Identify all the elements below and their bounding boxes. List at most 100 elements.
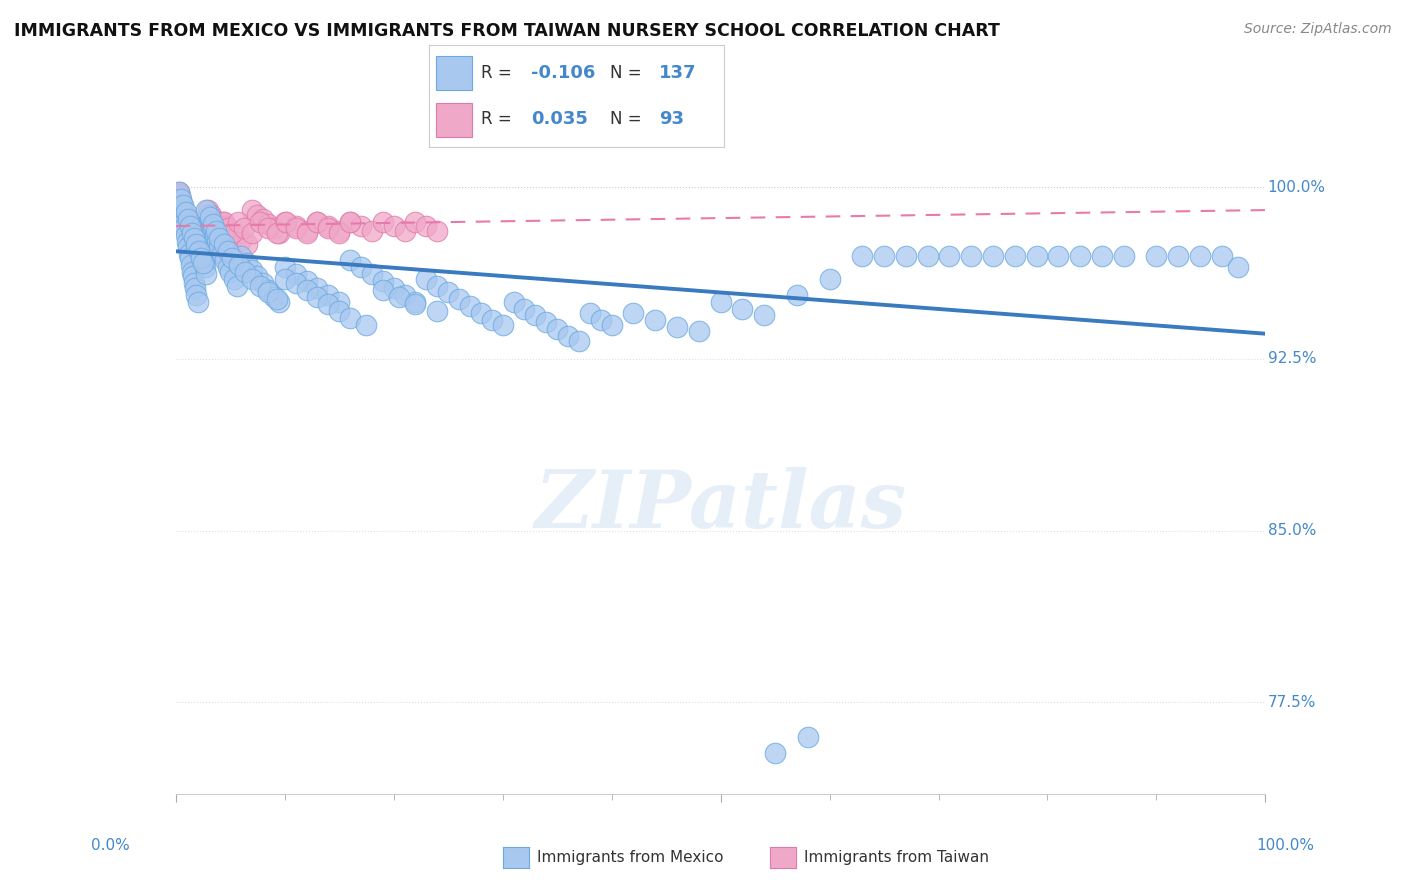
Point	[181, 240, 204, 254]
Point	[1211, 249, 1233, 263]
Point	[557, 329, 579, 343]
Point	[190, 251, 212, 265]
Point	[600, 318, 623, 332]
Text: Immigrants from Taiwan: Immigrants from Taiwan	[804, 850, 990, 864]
Point	[371, 283, 394, 297]
Point	[502, 294, 524, 309]
Text: 100.0%: 100.0%	[1268, 179, 1326, 194]
Point	[225, 278, 247, 293]
Text: N =: N =	[610, 64, 647, 82]
Point	[960, 249, 983, 263]
Point	[1227, 260, 1250, 275]
Point	[257, 285, 280, 300]
Point	[263, 221, 285, 235]
Point	[176, 235, 198, 249]
Point	[458, 299, 481, 313]
Point	[524, 309, 547, 323]
Point	[1189, 249, 1212, 263]
Point	[534, 315, 557, 329]
Point	[350, 219, 373, 233]
Point	[356, 318, 378, 332]
Point	[249, 278, 271, 293]
Point	[186, 237, 208, 252]
Point	[252, 277, 274, 291]
Point	[172, 198, 194, 212]
Point	[274, 271, 297, 285]
Point	[328, 303, 350, 318]
Point	[179, 219, 201, 233]
Point	[173, 208, 195, 222]
Point	[360, 224, 382, 238]
Point	[318, 297, 340, 311]
Point	[217, 244, 239, 259]
Point	[405, 294, 427, 309]
Point	[172, 210, 194, 224]
Point	[240, 271, 263, 285]
Point	[184, 281, 207, 295]
Point	[328, 224, 350, 238]
Point	[328, 294, 350, 309]
Point	[184, 226, 207, 240]
Point	[172, 201, 194, 215]
Point	[492, 318, 515, 332]
Point	[181, 265, 204, 279]
Point	[263, 290, 285, 304]
Text: -0.106: -0.106	[530, 64, 595, 82]
Point	[183, 249, 205, 263]
Point	[183, 230, 205, 244]
Point	[177, 212, 200, 227]
Point	[201, 233, 224, 247]
Point	[183, 230, 205, 244]
Point	[388, 290, 411, 304]
Point	[186, 230, 208, 244]
Point	[187, 226, 209, 240]
Point	[754, 309, 776, 323]
Point	[231, 249, 253, 263]
Point	[191, 219, 214, 233]
Point	[198, 226, 221, 240]
Point	[181, 269, 204, 284]
Point	[195, 267, 218, 281]
Point	[360, 267, 382, 281]
Point	[447, 293, 470, 307]
Point	[415, 271, 437, 285]
Text: Immigrants from Mexico: Immigrants from Mexico	[537, 850, 724, 864]
Point	[169, 198, 191, 212]
Point	[339, 310, 361, 325]
Point	[190, 249, 212, 263]
Point	[252, 212, 274, 227]
Point	[917, 249, 939, 263]
Point	[240, 262, 263, 277]
Text: R =: R =	[481, 110, 516, 128]
Point	[198, 210, 221, 224]
Point	[318, 219, 340, 233]
Point	[186, 237, 208, 252]
Point	[204, 217, 226, 231]
Text: 0.035: 0.035	[530, 110, 588, 128]
Point	[179, 230, 201, 244]
Point	[187, 240, 209, 254]
Point	[894, 249, 917, 263]
Point	[231, 233, 253, 247]
Point	[266, 293, 288, 307]
Point	[167, 185, 190, 199]
Point	[191, 249, 214, 263]
Point	[568, 334, 591, 348]
Point	[172, 217, 194, 231]
Point	[1069, 249, 1091, 263]
Point	[274, 214, 297, 228]
Point	[211, 214, 233, 228]
Point	[405, 214, 427, 228]
Point	[167, 192, 190, 206]
Point	[180, 258, 202, 272]
Point	[177, 246, 200, 260]
Point	[186, 287, 208, 301]
Point	[1004, 249, 1026, 263]
Text: 100.0%: 100.0%	[1257, 838, 1315, 853]
Point	[240, 226, 263, 240]
Point	[339, 214, 361, 228]
Point	[214, 253, 236, 268]
Point	[167, 187, 190, 202]
Point	[170, 194, 193, 208]
Point	[211, 246, 233, 260]
